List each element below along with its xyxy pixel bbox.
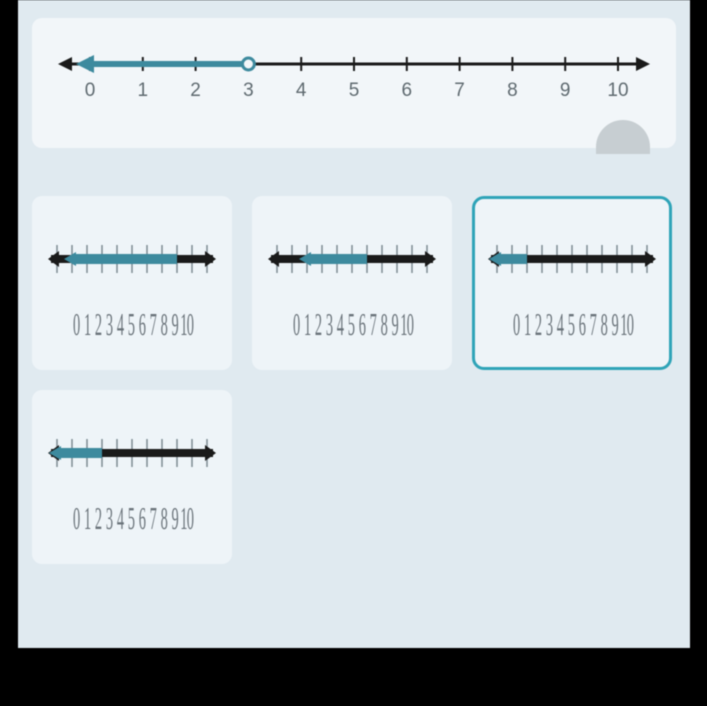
tick-label: 6 <box>380 80 433 102</box>
tick-label: 5 <box>328 80 381 102</box>
thumb-labels: 012345678910 <box>511 308 633 345</box>
thumb-number-line: 012345678910 <box>47 235 217 331</box>
tick-label: 7 <box>433 80 486 102</box>
thumb-labels: 012345678910 <box>71 502 193 539</box>
tick-label: 1 <box>116 80 169 102</box>
tick-label: 4 <box>275 80 328 102</box>
tick-label: 3 <box>222 80 275 102</box>
answer-option[interactable]: 012345678910 <box>472 196 672 370</box>
tick-label: 10 <box>592 80 645 102</box>
stage: 012345678910 012345678910012345678910012… <box>0 0 707 706</box>
tick-label: 0 <box>64 80 117 102</box>
question-card: 012345678910 <box>32 18 676 148</box>
number-line-labels: 012345678910 <box>56 80 652 102</box>
pagination-badge <box>596 120 650 154</box>
content-area: 012345678910 012345678910012345678910012… <box>18 0 690 648</box>
number-line-svg <box>56 46 652 82</box>
thumb-labels: 012345678910 <box>291 308 413 345</box>
answer-option[interactable]: 012345678910 <box>252 196 452 370</box>
thumb-number-line: 012345678910 <box>267 235 437 331</box>
tick-label: 9 <box>539 80 592 102</box>
thumb-number-line: 012345678910 <box>487 235 657 331</box>
tick-label: 8 <box>486 80 539 102</box>
answer-options: 0123456789100123456789100123456789100123… <box>18 148 690 564</box>
thumb-labels: 012345678910 <box>71 308 193 345</box>
answer-option[interactable]: 012345678910 <box>32 390 232 564</box>
answer-option[interactable]: 012345678910 <box>32 196 232 370</box>
main-number-line: 012345678910 <box>56 46 652 116</box>
tick-label: 2 <box>169 80 222 102</box>
thumb-number-line: 012345678910 <box>47 429 217 525</box>
